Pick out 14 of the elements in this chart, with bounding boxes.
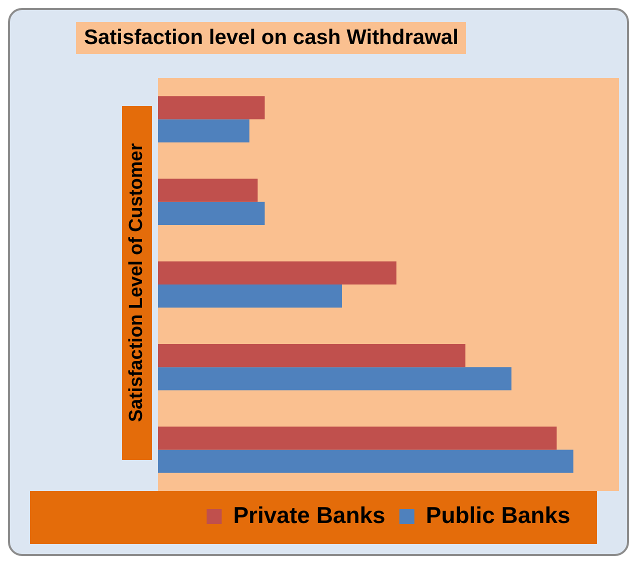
bar: [158, 426, 557, 450]
bar: [158, 344, 466, 368]
bar: [158, 202, 265, 226]
bar: [158, 284, 342, 308]
legend-label: Private Banks: [233, 502, 386, 528]
chart-title: Satisfaction level on cash Withdrawal: [76, 22, 466, 54]
y-axis-title: Satisfaction Level of Customer: [122, 106, 152, 460]
bar: [158, 119, 250, 142]
bar: [158, 450, 574, 473]
legend-label: Public Banks: [426, 502, 570, 528]
bar: [158, 367, 512, 390]
bar: [158, 96, 265, 120]
bar: [158, 261, 396, 284]
bar: [158, 178, 258, 202]
